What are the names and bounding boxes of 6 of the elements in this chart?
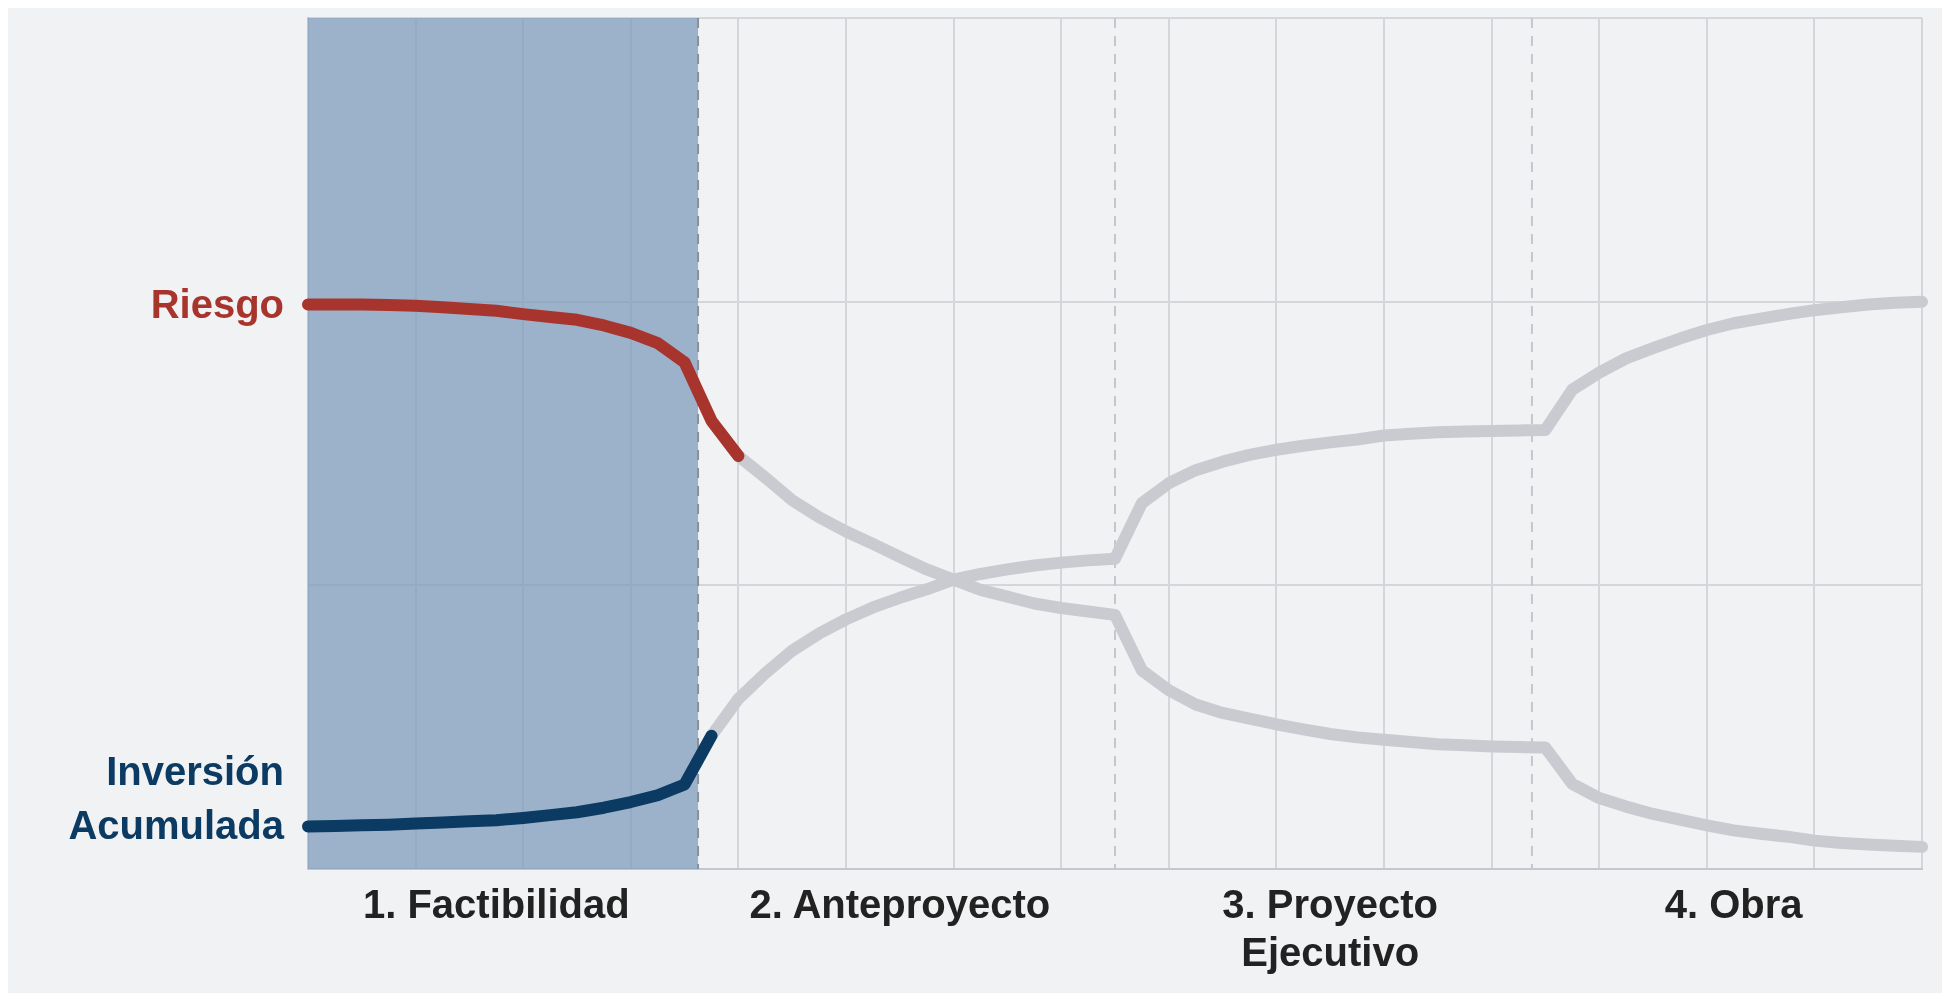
series-label: Riesgo <box>150 281 284 326</box>
x-tick-label: 4. Obra <box>1664 882 1804 927</box>
x-tick-label: 1. Factibilidad <box>362 882 630 927</box>
series-label: Inversión Acumulada <box>68 749 285 848</box>
x-tick-label: 2. Anteproyecto <box>749 882 1051 927</box>
x-tick-label: 3. Proyecto Ejecutivo <box>1222 882 1439 975</box>
